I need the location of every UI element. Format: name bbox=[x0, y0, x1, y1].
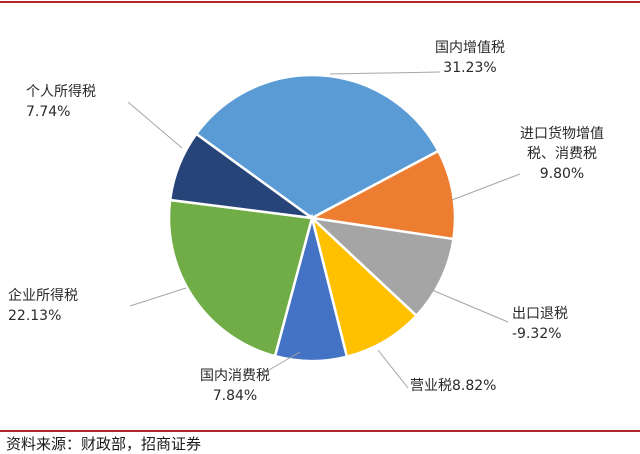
slice-label-7: 个人所得税 7.74% bbox=[26, 83, 96, 120]
pie-slice-7 bbox=[168, 132, 313, 220]
bottom-rule bbox=[0, 430, 640, 432]
slice-name-3-line-1: 出口退税 bbox=[512, 306, 568, 322]
pie-slice-2 bbox=[308, 149, 457, 241]
slice-label-2: 进口货物增值税、消费税 9.80% bbox=[520, 125, 604, 182]
slice-value-1: 31.23% bbox=[443, 60, 496, 76]
pie-slice-3 bbox=[308, 216, 455, 318]
slice-label-6: 企业所得税 22.13% bbox=[8, 287, 78, 324]
leader-lines bbox=[127, 71, 521, 389]
slice-label-5: 国内消费税 7.84% bbox=[200, 368, 270, 404]
top-rule bbox=[0, 1, 640, 3]
slice-value-2: 9.80% bbox=[540, 166, 584, 182]
pie-chart: 国内增值税 31.23% 进口货物增值税、消费税 9.80% 出口退税 -9.32% 营业税… bbox=[8, 40, 604, 404]
slice-name-2-line-2: 税、消费税 bbox=[527, 146, 597, 162]
leader-line-7 bbox=[127, 101, 183, 149]
leader-line-6 bbox=[129, 287, 187, 307]
slice-value-5: 7.84% bbox=[213, 388, 257, 404]
leader-line-3 bbox=[431, 289, 509, 323]
slice-name-4: 营业税8.82% bbox=[410, 378, 496, 394]
slice-name-2-line-1: 进口货物增值 bbox=[520, 125, 604, 142]
slice-value-6: 22.13% bbox=[8, 308, 61, 324]
leader-line-1 bbox=[329, 71, 441, 75]
source-note: 资料来源：财政部，招商证券 bbox=[6, 435, 202, 453]
slice-name-7-line-1: 个人所得税 bbox=[26, 83, 96, 100]
slice-label-4: 营业税8.82% bbox=[410, 378, 496, 394]
leader-line-5 bbox=[261, 351, 301, 375]
pie-slice-6 bbox=[167, 198, 314, 358]
slice-name-6-line-1: 企业所得税 bbox=[8, 287, 78, 304]
slice-value-7: 7.74% bbox=[26, 104, 70, 120]
leader-line-4 bbox=[377, 349, 409, 389]
pie-slice-4 bbox=[309, 214, 419, 359]
slice-name-1-line-1: 国内增值税 bbox=[435, 40, 505, 56]
slice-labels: 国内增值税 31.23% 进口货物增值税、消费税 9.80% 出口退税 -9.32% 营业税… bbox=[8, 40, 604, 404]
slice-label-3: 出口退税 -9.32% bbox=[512, 306, 568, 342]
slice-label-1: 国内增值税 31.23% bbox=[435, 40, 505, 76]
slice-value-3: -9.32% bbox=[512, 326, 562, 342]
slice-name-5-line-1: 国内消费税 bbox=[200, 368, 270, 384]
pie-slices bbox=[167, 73, 457, 363]
leader-line-2 bbox=[451, 173, 521, 201]
